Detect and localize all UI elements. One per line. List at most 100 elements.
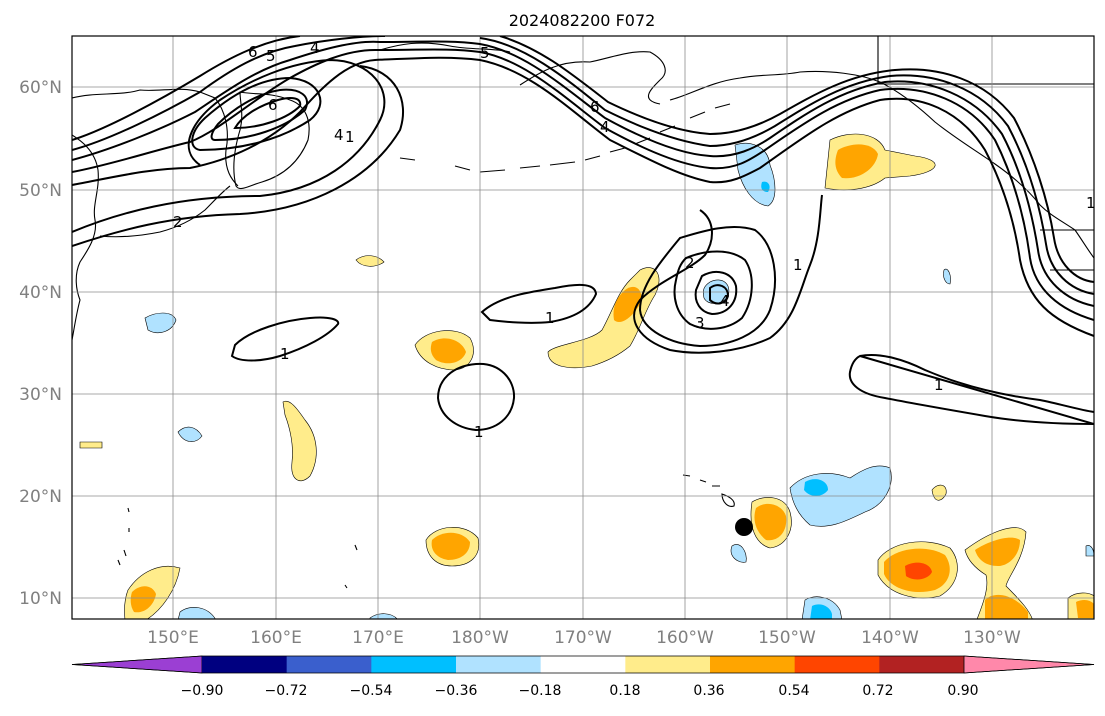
colorbar-tick: 0.36 — [693, 683, 724, 699]
colorbar-extend-low — [71, 655, 203, 674]
colorbar-segment — [286, 656, 372, 673]
contour-line — [480, 283, 598, 324]
contour-line — [72, 58, 386, 233]
shade-negative — [177, 426, 203, 442]
lat-label: 10°N — [19, 589, 62, 609]
gridlines — [72, 36, 1094, 619]
contour-label: 4 — [600, 118, 610, 136]
lat-label: 30°N — [19, 385, 62, 405]
lon-label: 160°W — [656, 628, 714, 648]
contour-line — [673, 250, 753, 330]
shade-positive — [613, 286, 642, 323]
shade-positive — [985, 594, 1028, 619]
shade-positive — [282, 400, 317, 482]
contour-line — [694, 270, 738, 316]
contour-line — [72, 65, 405, 247]
coast-asia-east — [72, 134, 99, 341]
shade-negative — [730, 544, 747, 563]
coast-kamchatka — [233, 91, 310, 190]
colorbar-extend-high — [963, 655, 1095, 674]
lon-label: 160°E — [250, 628, 302, 648]
shade-positive — [355, 255, 385, 267]
contour-line — [191, 76, 322, 152]
colorbar-tick: −0.36 — [435, 683, 478, 699]
contour-label: 6 — [268, 96, 278, 114]
colorbar-segment — [371, 656, 457, 673]
shade-positive — [754, 503, 787, 541]
colorbar-segment — [540, 656, 626, 673]
contour-label: 2 — [685, 254, 695, 272]
shade-positive — [931, 484, 947, 501]
lat-label: 60°N — [19, 78, 62, 98]
lat-label: 40°N — [19, 283, 62, 303]
colorbar-segment — [879, 656, 965, 673]
contour-line — [72, 48, 1094, 321]
lon-label: 150°W — [758, 628, 816, 648]
contour-line — [709, 284, 730, 305]
shade-negative — [804, 479, 828, 496]
colorbar-tick: −0.18 — [519, 683, 562, 699]
coast-kuril — [99, 185, 231, 238]
shade-negative — [810, 604, 832, 619]
lon-label: 170°W — [554, 628, 612, 648]
contour-labels: 6 5 4 6 4 5 6 4 1 2 2 1 3 4 1 1 1 1 1 — [173, 39, 1096, 441]
contour-label: 3 — [695, 314, 705, 332]
lat-label: 50°N — [19, 181, 62, 201]
lat-axis: 60°N 50°N 40°N 30°N 20°N 10°N — [19, 78, 62, 609]
shade-positive — [1076, 600, 1094, 618]
contour-label: 4 — [310, 39, 320, 57]
colorbar-tick: −0.72 — [265, 683, 308, 699]
lon-axis: 150°E 160°E 170°E 180°W 170°W 160°W 150°… — [147, 628, 1021, 648]
contour-line — [72, 36, 1094, 295]
coast-canada — [1074, 229, 1094, 259]
colorbar-outline — [71, 655, 1095, 674]
lon-label: 140°W — [861, 628, 919, 648]
contour-label: 1 — [1086, 194, 1096, 212]
figure-title: 2024082200 F072 — [509, 11, 656, 30]
coast-alaska-west — [519, 51, 666, 105]
lat-label: 20°N — [19, 487, 62, 507]
coast-hawaii — [682, 474, 735, 507]
contour-line — [436, 362, 516, 432]
location-marker — [735, 518, 753, 536]
contour-label: 4 — [334, 126, 344, 144]
contour-line — [233, 97, 302, 130]
shade-positive — [975, 537, 1020, 566]
coast-islands-west — [117, 507, 358, 589]
map-frame — [71, 35, 1095, 620]
coast-asia-north — [72, 88, 239, 187]
coast-aleutians — [399, 103, 731, 173]
map-area: 6 5 4 6 4 5 6 4 1 2 2 1 3 4 1 1 1 1 1 — [72, 36, 1096, 619]
contours — [72, 36, 1094, 432]
lon-label: 130°W — [963, 628, 1021, 648]
colorbar-ticks: −0.90 −0.72 −0.54 −0.36 −0.18 0.18 0.36 … — [181, 683, 979, 699]
lon-label: 180°W — [451, 628, 509, 648]
shade-negative — [177, 607, 216, 619]
shade-positive — [430, 338, 466, 364]
colorbar-tick: 0.18 — [609, 683, 640, 699]
shade-positive — [835, 144, 878, 179]
contour-line — [633, 194, 823, 354]
colorbar-tick: 0.90 — [947, 683, 978, 699]
contour-label: 2 — [173, 213, 183, 231]
contour-line — [210, 88, 308, 142]
shade-positive — [79, 441, 103, 449]
colorbar-tick: −0.54 — [350, 683, 393, 699]
shade-negative — [369, 613, 398, 619]
shade-positive — [431, 532, 470, 560]
shade-negative — [761, 181, 770, 192]
shade-positive — [905, 562, 932, 580]
coast-alaska-south — [669, 70, 1076, 231]
contour-label: 5 — [266, 47, 276, 65]
contour-line — [638, 226, 776, 348]
contour-line — [72, 36, 1094, 283]
contour-label: 1 — [934, 376, 944, 394]
contour-label: 1 — [280, 345, 290, 363]
contour-label: 6 — [248, 43, 258, 61]
colorbar-segment — [625, 656, 711, 673]
shade-negative — [144, 312, 177, 333]
coastlines — [72, 36, 1094, 589]
border-us-canada — [1040, 229, 1094, 271]
contour-label: 1 — [793, 256, 803, 274]
